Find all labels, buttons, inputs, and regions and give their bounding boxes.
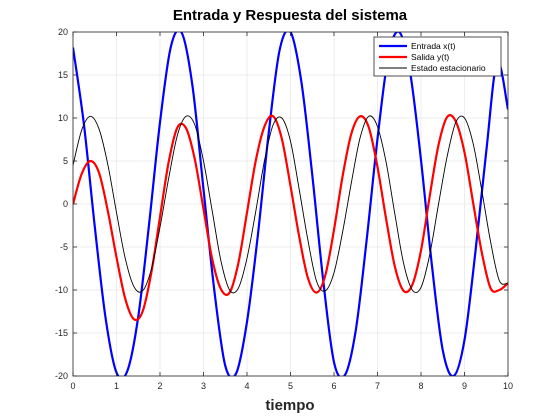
y-tick-labels: -20 -15 -10 -5 0 5 10 15 20 [55,27,68,381]
x-tick-label: 8 [418,381,423,391]
series-line-steady-state [73,115,508,294]
chart-title: Entrada y Respuesta del sistema [173,7,408,24]
y-tick-label: 0 [63,199,68,209]
x-axis-label: tiempo [265,397,314,414]
x-tick-label: 2 [157,381,162,391]
y-tick-label: 20 [58,27,68,37]
y-tick-label: -10 [55,285,68,295]
ticks [72,31,509,377]
legend-label-output: Salida y(t) [411,52,449,62]
x-tick-label: 9 [462,381,467,391]
x-tick-label: 5 [288,381,293,391]
legend-label-input: Entrada x(t) [411,41,456,51]
y-tick-label: -20 [55,371,68,381]
series-line-output [73,114,508,322]
y-tick-label: -5 [60,242,68,252]
legend-label-steady-state: Estado estacionario [411,63,486,73]
x-tick-label: 4 [244,381,249,391]
x-tick-labels: 0 1 2 3 4 5 6 7 8 9 10 [70,381,513,391]
legend: Entrada x(t) Salida y(t) Estado estacion… [373,36,502,77]
x-tick-label: 0 [70,381,75,391]
y-tick-label: 5 [63,156,68,166]
y-tick-label: 15 [58,70,68,80]
x-tick-label: 10 [503,381,513,391]
x-tick-label: 1 [114,381,119,391]
x-tick-label: 3 [201,381,206,391]
y-tick-label: 10 [58,113,68,123]
x-tick-label: 7 [375,381,380,391]
y-tick-label: -15 [55,328,68,338]
x-tick-label: 6 [331,381,336,391]
